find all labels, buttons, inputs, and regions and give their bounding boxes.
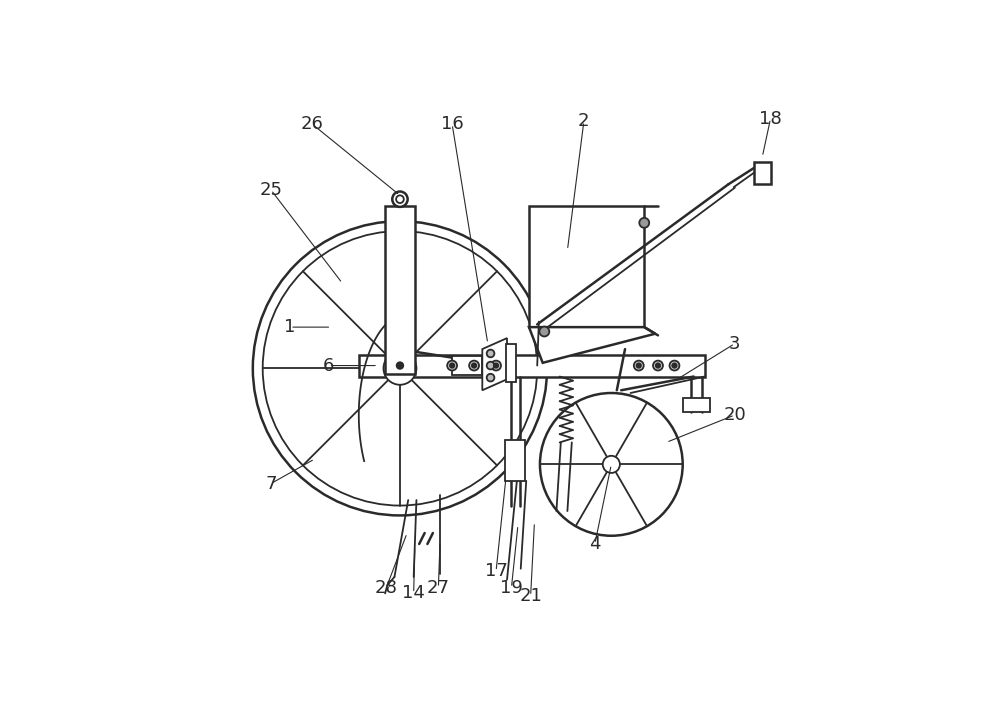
Circle shape [656,364,660,368]
Text: 4: 4 [589,535,601,553]
Polygon shape [529,327,655,363]
Text: 14: 14 [402,585,425,602]
Circle shape [487,349,494,357]
Text: 20: 20 [723,406,746,424]
Circle shape [539,327,549,337]
Circle shape [469,361,479,371]
Text: 16: 16 [441,115,463,133]
Bar [754,163,771,185]
Text: 2: 2 [578,112,590,130]
Circle shape [392,192,408,207]
Text: 28: 28 [375,579,398,597]
Text: 19: 19 [500,579,523,597]
Bar [452,356,482,376]
Circle shape [472,364,476,368]
Circle shape [672,364,677,368]
Bar [359,354,705,376]
Circle shape [494,364,498,368]
Circle shape [491,361,501,371]
Circle shape [603,456,620,473]
Bar [385,206,415,374]
Text: 3: 3 [729,334,741,353]
Circle shape [637,364,641,368]
Text: 18: 18 [759,110,782,128]
Circle shape [397,362,403,369]
Text: 7: 7 [265,475,277,493]
Circle shape [634,361,644,371]
Text: 17: 17 [485,563,507,580]
Text: 6: 6 [323,356,334,374]
Text: 1: 1 [284,318,296,336]
Text: 21: 21 [519,587,542,605]
Circle shape [670,361,679,371]
Text: 26: 26 [301,115,324,133]
Bar [683,399,710,412]
Circle shape [487,374,494,381]
Circle shape [639,218,649,227]
Text: 25: 25 [259,181,282,199]
Polygon shape [482,338,507,390]
Circle shape [383,352,416,385]
Bar [529,206,644,327]
Circle shape [450,364,454,368]
Text: 27: 27 [427,579,450,597]
Circle shape [396,195,404,203]
Circle shape [653,361,663,371]
Circle shape [447,361,457,371]
Bar [505,440,525,481]
Circle shape [487,361,494,369]
Bar [506,344,516,382]
